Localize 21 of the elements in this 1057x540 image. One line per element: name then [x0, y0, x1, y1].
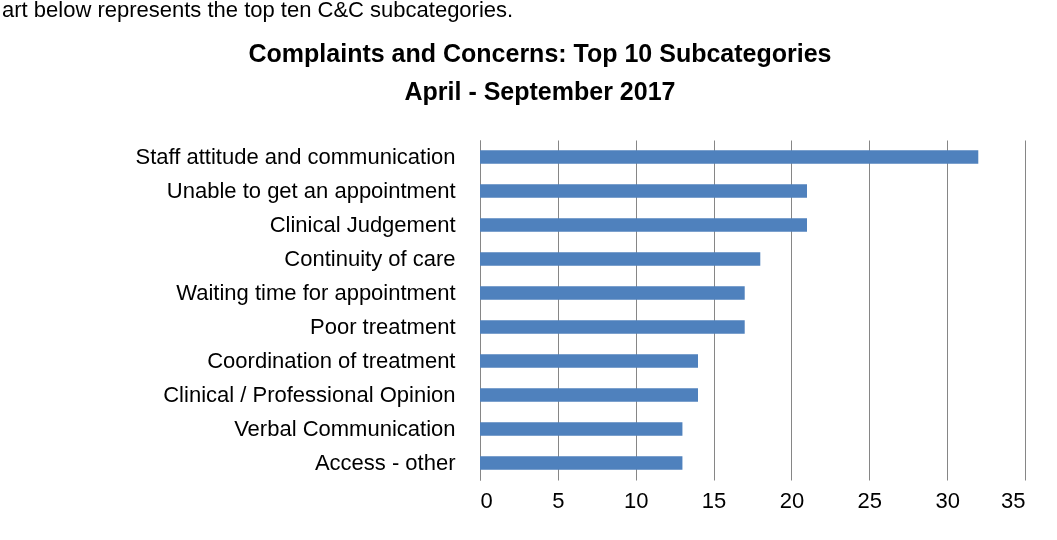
y-tick-label: Unable to get an appointment	[166, 178, 456, 203]
x-tick-label: 10	[623, 487, 649, 513]
x-tick-label: 0	[480, 487, 493, 513]
y-tick-label: Waiting time for appointment	[176, 280, 456, 305]
y-tick-label: Access - other	[314, 450, 456, 475]
y-tick-label: Poor treatment	[309, 314, 456, 339]
x-tick-label: 35	[1001, 487, 1026, 513]
x-tick-label: 5	[552, 487, 565, 513]
y-tick-label: Clinical / Professional Opinion	[163, 382, 456, 407]
text: art below represents the top ten C&C subcategories.	[2, 0, 514, 22]
x-tick-label: 20	[779, 487, 805, 513]
y-tick-label: Clinical Judgement	[269, 212, 456, 237]
x-tick-label: 15	[701, 487, 727, 513]
y-tick-label: Verbal Communication	[234, 416, 456, 441]
y-tick-label: Continuity of care	[284, 246, 456, 271]
y-tick-label: Staff attitude and communication	[135, 144, 456, 169]
y-tick-label: Coordination of treatment	[207, 348, 456, 373]
x-tick-label: 30	[935, 487, 960, 513]
chart-subtitle: April - September 2017	[404, 77, 676, 105]
chart-title: Complaints and Concerns: Top 10 Subcategories	[248, 39, 832, 67]
x-tick-label: 25	[857, 487, 883, 513]
